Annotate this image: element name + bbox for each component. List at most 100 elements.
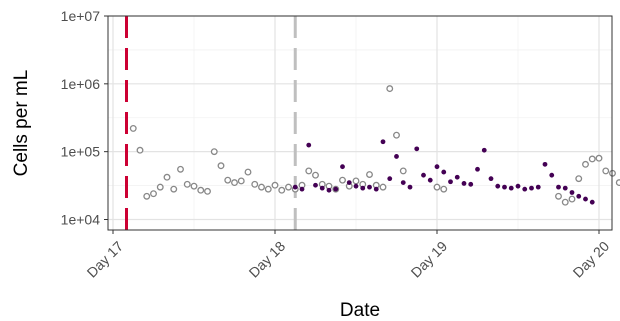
data-point-filled	[313, 182, 318, 188]
data-point-open	[305, 167, 313, 175]
y-axis-title: Cells per mL	[11, 70, 32, 177]
reference-lines	[125, 16, 297, 230]
data-point-filled	[380, 139, 386, 145]
data-point-open	[143, 192, 151, 200]
data-point-filled	[353, 183, 359, 189]
data-point-open	[366, 171, 373, 178]
data-point-filled	[421, 172, 426, 178]
data-point-filled	[441, 169, 447, 175]
data-point-open	[379, 183, 387, 191]
data-point-filled	[542, 161, 548, 167]
y-tick-label: 1e+06	[61, 76, 101, 92]
panel-background	[108, 16, 612, 230]
data-point-filled	[461, 181, 467, 186]
data-point-filled	[448, 179, 453, 185]
data-point-filled	[495, 183, 501, 189]
data-point-open	[150, 190, 157, 198]
y-tick-label: 1e+04	[61, 211, 101, 227]
data-point-open	[352, 177, 360, 185]
data-point-filled	[515, 183, 521, 189]
data-point-filled	[400, 180, 406, 185]
data-point-filled	[502, 184, 507, 190]
data-point-open	[568, 195, 576, 203]
data-point-open	[231, 179, 238, 187]
y-tick-label: 1e+07	[61, 8, 101, 24]
data-point-open	[258, 183, 265, 191]
data-point-filled	[427, 177, 433, 183]
data-point-open	[602, 167, 610, 175]
data-point-filled	[340, 164, 345, 170]
data-point-filled	[319, 185, 325, 191]
data-points	[129, 85, 620, 206]
data-point-open	[224, 176, 232, 184]
data-point-open	[170, 185, 178, 193]
data-point-filled	[367, 184, 372, 190]
data-point-open	[433, 183, 441, 191]
data-point-open	[561, 198, 569, 206]
data-point-open	[156, 183, 164, 191]
data-point-open	[393, 131, 400, 139]
data-point-open	[204, 187, 211, 195]
data-point-filled	[373, 186, 379, 192]
data-point-filled	[454, 174, 460, 180]
data-point-filled	[569, 190, 575, 195]
data-point-filled	[306, 142, 312, 148]
data-point-filled	[387, 176, 393, 182]
data-point-filled	[360, 185, 366, 191]
data-point-filled	[562, 185, 568, 191]
data-point-filled	[346, 180, 352, 185]
data-point-filled	[292, 184, 298, 190]
data-point-open	[312, 171, 319, 179]
data-point-open	[278, 186, 286, 194]
y-axis: 1e+04 1e+05 1e+06 1e+07	[61, 8, 108, 227]
data-point-filled	[333, 186, 339, 192]
data-point-open	[595, 154, 603, 162]
data-point-filled	[529, 185, 534, 191]
data-point-filled	[589, 199, 595, 205]
data-point-open	[183, 180, 191, 188]
data-point-open	[190, 182, 198, 190]
data-point-filled	[508, 185, 514, 191]
data-point-open	[210, 148, 218, 156]
data-point-filled	[394, 154, 399, 159]
data-point-open	[386, 85, 394, 93]
data-point-open	[615, 179, 620, 187]
data-point-filled	[488, 176, 494, 182]
data-point-open	[264, 185, 272, 193]
data-point-open	[177, 165, 184, 173]
data-point-open	[244, 168, 252, 176]
data-point-filled	[583, 196, 588, 202]
data-point-filled	[535, 184, 541, 190]
data-point-filled	[549, 172, 555, 178]
data-point-open	[217, 162, 225, 170]
data-point-open	[582, 160, 589, 168]
data-point-open	[136, 146, 144, 154]
panel-border	[107, 15, 613, 231]
data-point-open	[197, 186, 205, 194]
data-point-open	[440, 185, 448, 193]
data-point-filled	[556, 184, 561, 190]
data-point-filled	[475, 166, 480, 172]
data-point-open	[588, 155, 596, 163]
data-point-filled	[481, 147, 487, 153]
x-axis-title: Date	[340, 300, 380, 321]
data-point-filled	[434, 164, 440, 170]
data-point-open	[129, 124, 137, 132]
data-point-filled	[299, 186, 305, 192]
data-point-open	[339, 176, 346, 184]
data-point-filled	[522, 186, 528, 192]
data-point-open	[237, 177, 245, 185]
y-tick-label: 1e+05	[61, 144, 101, 160]
data-point-filled	[414, 146, 420, 152]
data-point-open	[251, 180, 259, 188]
data-point-open	[163, 173, 171, 181]
data-point-filled	[407, 184, 413, 190]
data-point-filled	[576, 193, 582, 199]
data-point-filled	[326, 187, 332, 193]
plot-panel	[107, 15, 620, 231]
data-point-open	[575, 175, 583, 183]
data-point-open	[555, 192, 562, 200]
data-point-filled	[468, 181, 474, 187]
data-point-open	[271, 181, 279, 189]
